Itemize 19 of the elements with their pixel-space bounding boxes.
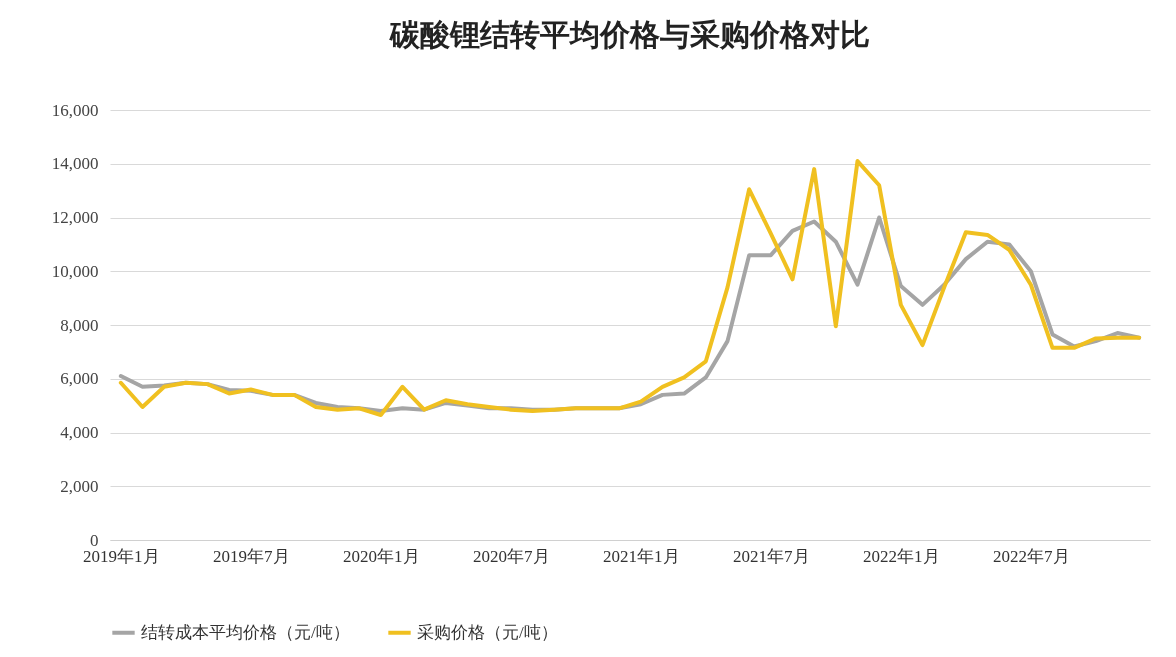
x-tick-label: 2021年1月 bbox=[603, 546, 680, 566]
x-tick-label: 2022年1月 bbox=[863, 546, 940, 566]
y-tick-label: 8,000 bbox=[60, 315, 99, 335]
y-tick-label: 2,000 bbox=[60, 476, 99, 496]
y-tick-label: 12,000 bbox=[51, 208, 99, 227]
y-tick-label: 14,000 bbox=[51, 154, 99, 174]
legend-label: 采购价格（元/吨） bbox=[417, 622, 558, 642]
y-tick-label: 4,000 bbox=[60, 423, 99, 442]
line-series bbox=[118, 159, 1142, 418]
x-tick-label: 2020年1月 bbox=[343, 546, 420, 566]
y-tick-label: 16,000 bbox=[51, 100, 99, 120]
x-tick-label: 2020年7月 bbox=[473, 546, 550, 566]
x-tick-label: 2021年7月 bbox=[733, 546, 810, 566]
chart-title: 碳酸锂结转平均价格与采购价格对比 bbox=[389, 18, 870, 51]
y-tick-label: 10,000 bbox=[51, 261, 99, 281]
x-tick-label: 2019年7月 bbox=[213, 546, 290, 566]
y-tick-label: 6,000 bbox=[60, 369, 99, 389]
x-tick-label: 2022年7月 bbox=[993, 546, 1070, 566]
legend-label: 结转成本平均价格（元/吨） bbox=[141, 622, 350, 642]
